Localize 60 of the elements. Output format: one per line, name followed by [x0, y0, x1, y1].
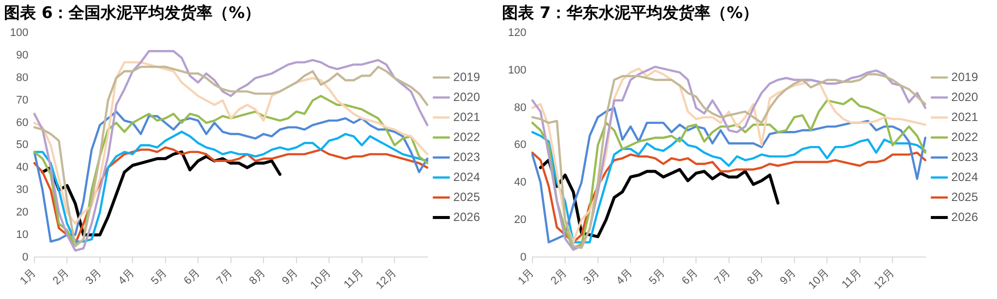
y-tick-label: 40: [16, 162, 28, 174]
y-tick-label: 70: [16, 94, 28, 106]
y-tick-label: 60: [514, 139, 526, 152]
x-tick-label: 1月: [18, 266, 39, 288]
x-tick-label: 8月: [745, 266, 766, 288]
legend-label: 2024: [951, 170, 978, 184]
y-tick-label: 100: [508, 64, 526, 77]
legend-label: 2022: [453, 130, 480, 144]
y-tick-label: 90: [16, 50, 28, 62]
y-tick-label: 10: [16, 228, 28, 241]
legend-label: 2025: [951, 190, 978, 204]
x-tick-label: 3月: [582, 266, 602, 288]
chart-title: 图表 7：华东水泥平均发货率（%）: [502, 2, 759, 22]
x-tick-label: 11月: [342, 266, 366, 292]
y-tick-label: 80: [16, 72, 28, 84]
y-tick-label: 100: [10, 27, 28, 40]
legend-label: 2022: [951, 130, 978, 144]
x-tick-label: 5月: [647, 266, 668, 288]
y-tick-label: 120: [508, 27, 526, 40]
x-tick-label: 11月: [840, 266, 864, 292]
x-tick-label: 4月: [614, 266, 635, 288]
legend-label: 2020: [453, 90, 480, 104]
x-tick-label: 9月: [778, 266, 799, 288]
x-tick-label: 3月: [84, 266, 104, 288]
x-tick-label: 10月: [806, 266, 832, 292]
x-tick-label: 9月: [280, 266, 301, 288]
y-tick-label: 60: [16, 116, 28, 129]
x-tick-label: 10月: [308, 266, 334, 292]
x-tick-label: 2月: [548, 266, 570, 288]
x-tick-label: 7月: [214, 266, 236, 288]
legend-label: 2019: [951, 70, 978, 84]
legend-label: 2025: [453, 190, 480, 204]
y-tick-label: 0: [520, 251, 526, 264]
legend-label: 2021: [951, 110, 978, 124]
x-tick-label: 1月: [516, 266, 537, 288]
legend-label: 2021: [453, 110, 480, 124]
y-tick-label: 30: [16, 184, 28, 196]
x-tick-label: 12月: [374, 266, 399, 292]
x-tick-label: 6月: [182, 266, 202, 288]
legend-label: 2020: [951, 90, 978, 104]
y-tick-label: 20: [514, 214, 526, 226]
y-tick-label: 20: [16, 206, 28, 218]
x-tick-label: 5月: [149, 266, 170, 288]
x-tick-label: 2月: [50, 266, 72, 288]
legend-label: 2024: [453, 170, 480, 184]
chart-title: 图表 6：全国水泥平均发货率（%）: [4, 2, 261, 22]
x-tick-label: 12月: [872, 266, 897, 292]
legend-label: 2019: [453, 70, 480, 84]
y-tick-label: 40: [514, 176, 526, 189]
x-tick-label: 4月: [116, 266, 137, 288]
x-tick-label: 8月: [247, 266, 268, 288]
legend-label: 2026: [951, 210, 978, 224]
legend-label: 2026: [453, 210, 480, 224]
legend-label: 2023: [453, 150, 480, 164]
x-tick-label: 6月: [680, 266, 700, 288]
y-tick-label: 50: [16, 139, 28, 152]
y-tick-label: 80: [514, 102, 526, 114]
legend-label: 2023: [951, 150, 978, 164]
x-tick-label: 7月: [712, 266, 734, 288]
y-tick-label: 0: [22, 251, 28, 264]
